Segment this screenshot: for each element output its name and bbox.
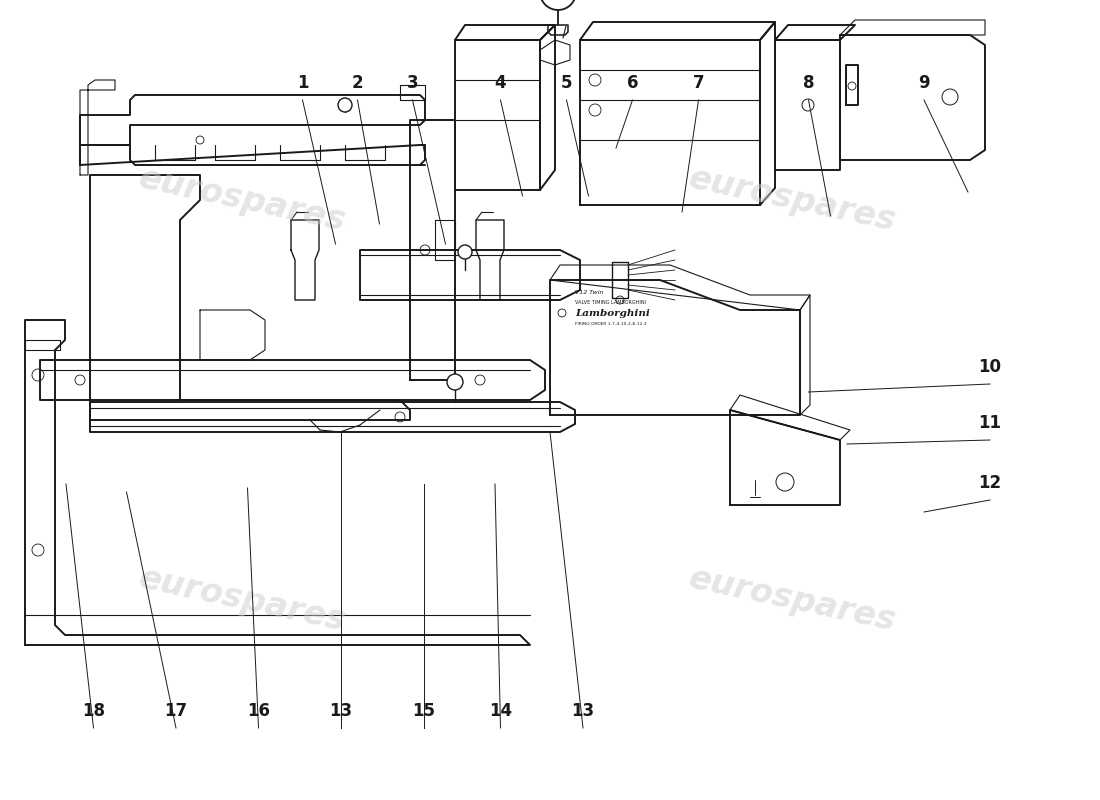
Text: 16: 16 (248, 702, 270, 720)
Text: Lamborghini: Lamborghini (575, 310, 650, 318)
Text: 15: 15 (412, 702, 434, 720)
Text: 18: 18 (82, 702, 104, 720)
Text: 2: 2 (352, 74, 363, 92)
Text: 3: 3 (407, 74, 418, 92)
Text: 5: 5 (561, 74, 572, 92)
Text: 6: 6 (627, 74, 638, 92)
Text: V12 Twin: V12 Twin (575, 290, 604, 294)
Text: 4: 4 (495, 74, 506, 92)
Text: 17: 17 (164, 702, 188, 720)
Text: 13: 13 (571, 702, 595, 720)
Text: 12: 12 (978, 474, 1002, 492)
Text: 10: 10 (979, 358, 1001, 376)
Text: VALVE TIMING LAMBORGHINI: VALVE TIMING LAMBORGHINI (575, 299, 646, 305)
Text: 13: 13 (329, 702, 353, 720)
Text: 14: 14 (488, 702, 513, 720)
Text: 1: 1 (297, 74, 308, 92)
Text: 7: 7 (693, 74, 704, 92)
Circle shape (458, 245, 472, 259)
Text: eurospares: eurospares (685, 162, 899, 238)
Text: 11: 11 (979, 414, 1001, 432)
Text: eurospares: eurospares (135, 562, 349, 638)
Text: 9: 9 (918, 74, 930, 92)
Circle shape (447, 374, 463, 390)
Text: FIRING ORDER 1-7-4-10-2-8-12-3: FIRING ORDER 1-7-4-10-2-8-12-3 (575, 322, 647, 326)
Text: 8: 8 (803, 74, 814, 92)
Text: eurospares: eurospares (135, 162, 349, 238)
Circle shape (338, 98, 352, 112)
Text: eurospares: eurospares (685, 562, 899, 638)
